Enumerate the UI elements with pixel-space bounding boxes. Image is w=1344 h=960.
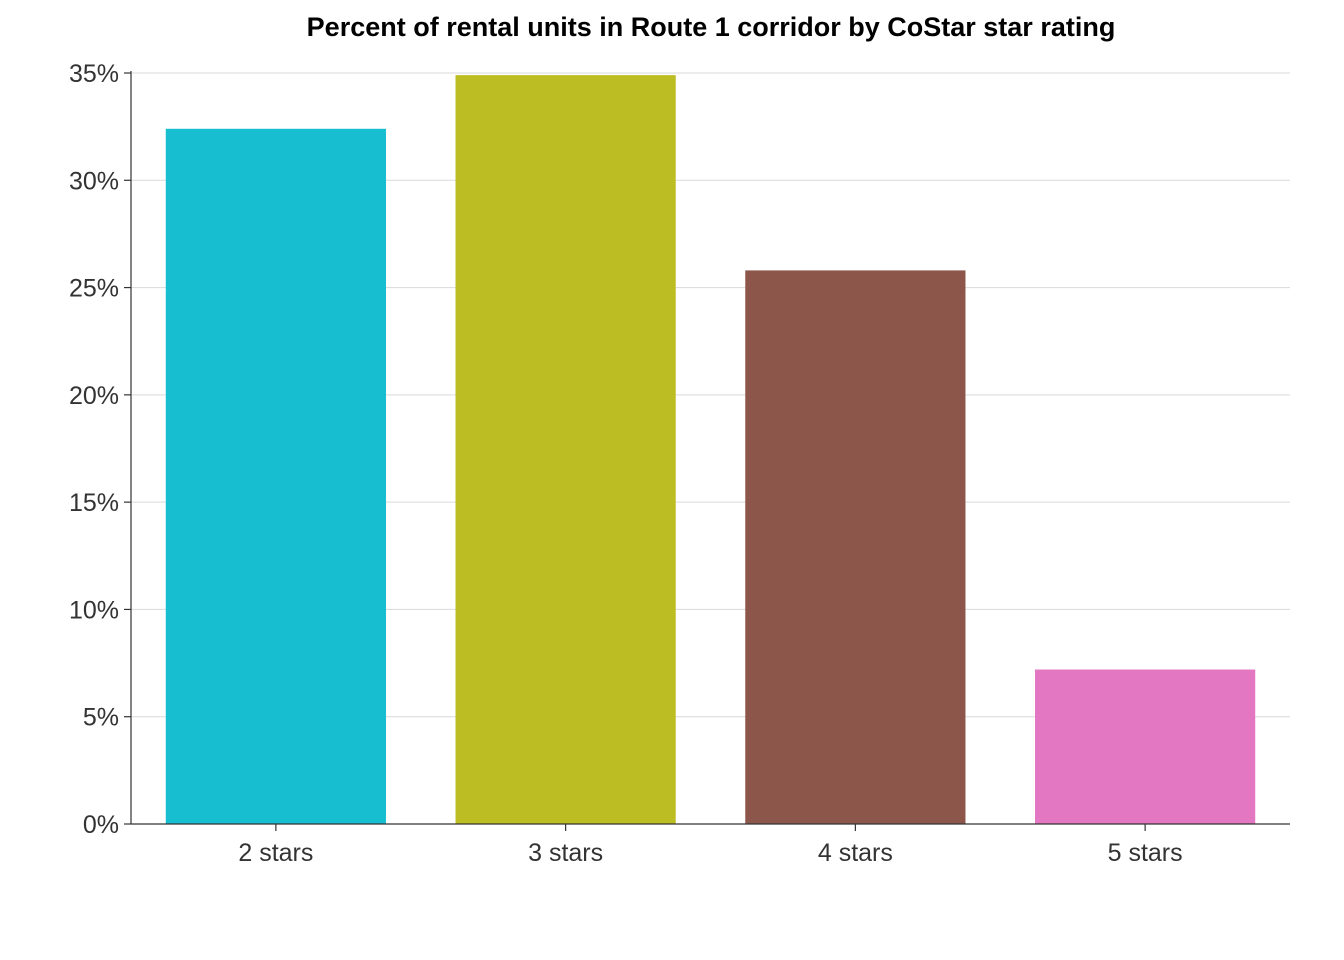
- y-axis-tick-labels: 0% 5% 10% 15% 20% 25% 30% 35%: [69, 60, 119, 839]
- bars: [165, 75, 1256, 825]
- y-tick-label: 15%: [69, 489, 119, 517]
- y-tick-label: 10%: [69, 596, 119, 624]
- axes: [124, 71, 1290, 831]
- y-tick-label: 35%: [69, 60, 119, 88]
- x-tick-label: 5 stars: [1108, 839, 1183, 867]
- y-tick-label: 25%: [69, 275, 119, 303]
- y-tick-label: 5%: [83, 704, 119, 732]
- y-tick-label: 0%: [83, 811, 119, 839]
- bar-5-stars: [1035, 669, 1256, 824]
- bar-3-stars: [455, 75, 676, 825]
- x-tick-label: 4 stars: [818, 839, 893, 867]
- bar-2-stars: [165, 128, 386, 824]
- y-tick-label: 20%: [69, 382, 119, 410]
- x-axis-tick-labels: 2 stars 3 stars 4 stars 5 stars: [238, 839, 1182, 867]
- x-tick-label: 2 stars: [238, 839, 313, 867]
- chart-title: Percent of rental units in Route 1 corri…: [307, 12, 1116, 42]
- bar-4-stars: [745, 270, 966, 824]
- y-tick-label: 30%: [69, 167, 119, 195]
- x-tick-label: 3 stars: [528, 839, 603, 867]
